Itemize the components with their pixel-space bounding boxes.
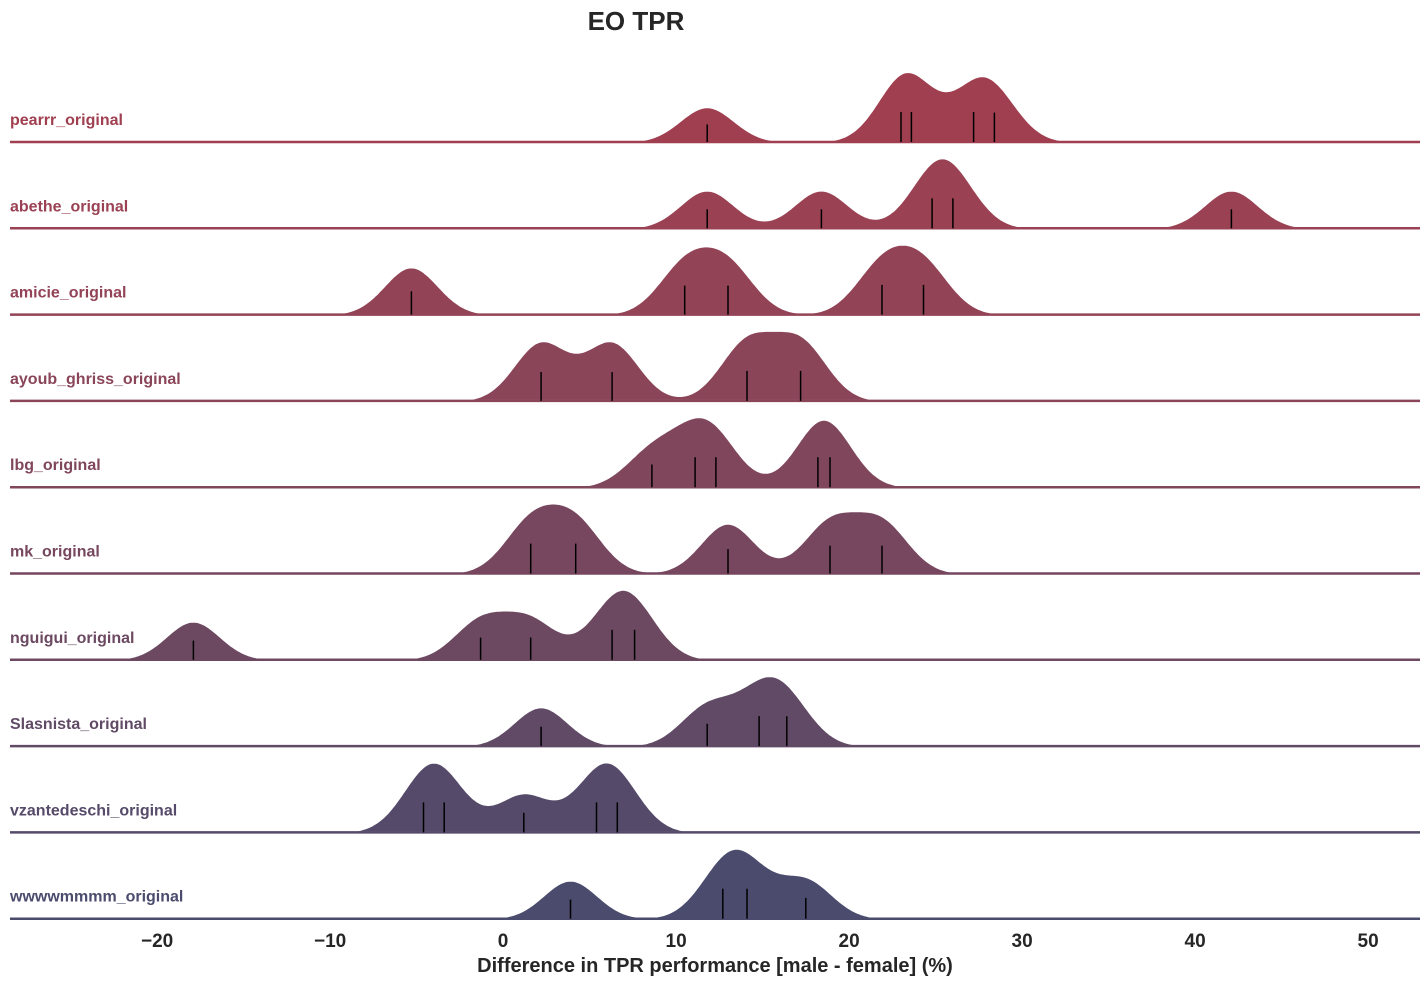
row-label: pearrr_original [10,112,123,129]
chart-title: EO TPR [588,6,685,36]
x-tick-label: 10 [666,931,687,952]
row-label: lbg_original [10,457,101,474]
ridge-row: wwwwmmmm_original [9,847,1420,920]
x-tick-label: −10 [314,931,346,952]
row-label: Slasnista_original [10,716,147,733]
row-label: nguigui_original [10,630,134,647]
ridge-row: Slasnista_original [10,675,1420,748]
x-tick-label: −20 [141,931,173,952]
density-area [10,416,1420,489]
x-axis-label: Difference in TPR performance [male - fe… [477,955,953,977]
row-label: mk_original [10,544,100,561]
ridge-row: amicie_original [10,243,1420,316]
x-tick-label: 30 [1012,931,1033,952]
x-tick-label: 0 [498,931,509,952]
row-label: ayoub_ghriss_original [10,371,181,388]
x-tick-label: 40 [1185,931,1206,952]
ridge-row: mk_original [10,502,1420,575]
density-area [10,243,1420,316]
row-label: vzantedeschi_original [10,802,177,819]
density-area [10,675,1420,748]
row-label: abethe_original [10,198,128,215]
density-area [10,761,1420,834]
ridge-rows: pearrr_original abethe_original amicie_ori… [9,70,1420,920]
x-axis-ticks: −20 −10 0 10 20 30 40 50 [141,931,1379,952]
x-tick-label: 20 [839,931,860,952]
density-area [10,157,1420,230]
ridge-row: abethe_original [10,157,1420,230]
density-area [10,588,1420,661]
row-label: wwwwmmmm_original [9,889,183,906]
density-area [10,70,1420,143]
ridge-row: pearrr_original [10,70,1420,144]
row-label: amicie_original [10,285,127,302]
density-area [10,502,1420,575]
ridge-row: vzantedeschi_original [10,761,1420,834]
density-area [10,329,1420,402]
ridge-row: ayoub_ghriss_original [10,329,1420,403]
ridge-row: nguigui_original [10,588,1420,662]
x-tick-label: 50 [1358,931,1379,952]
ridge-row: lbg_original [10,416,1420,489]
density-area [10,847,1420,920]
